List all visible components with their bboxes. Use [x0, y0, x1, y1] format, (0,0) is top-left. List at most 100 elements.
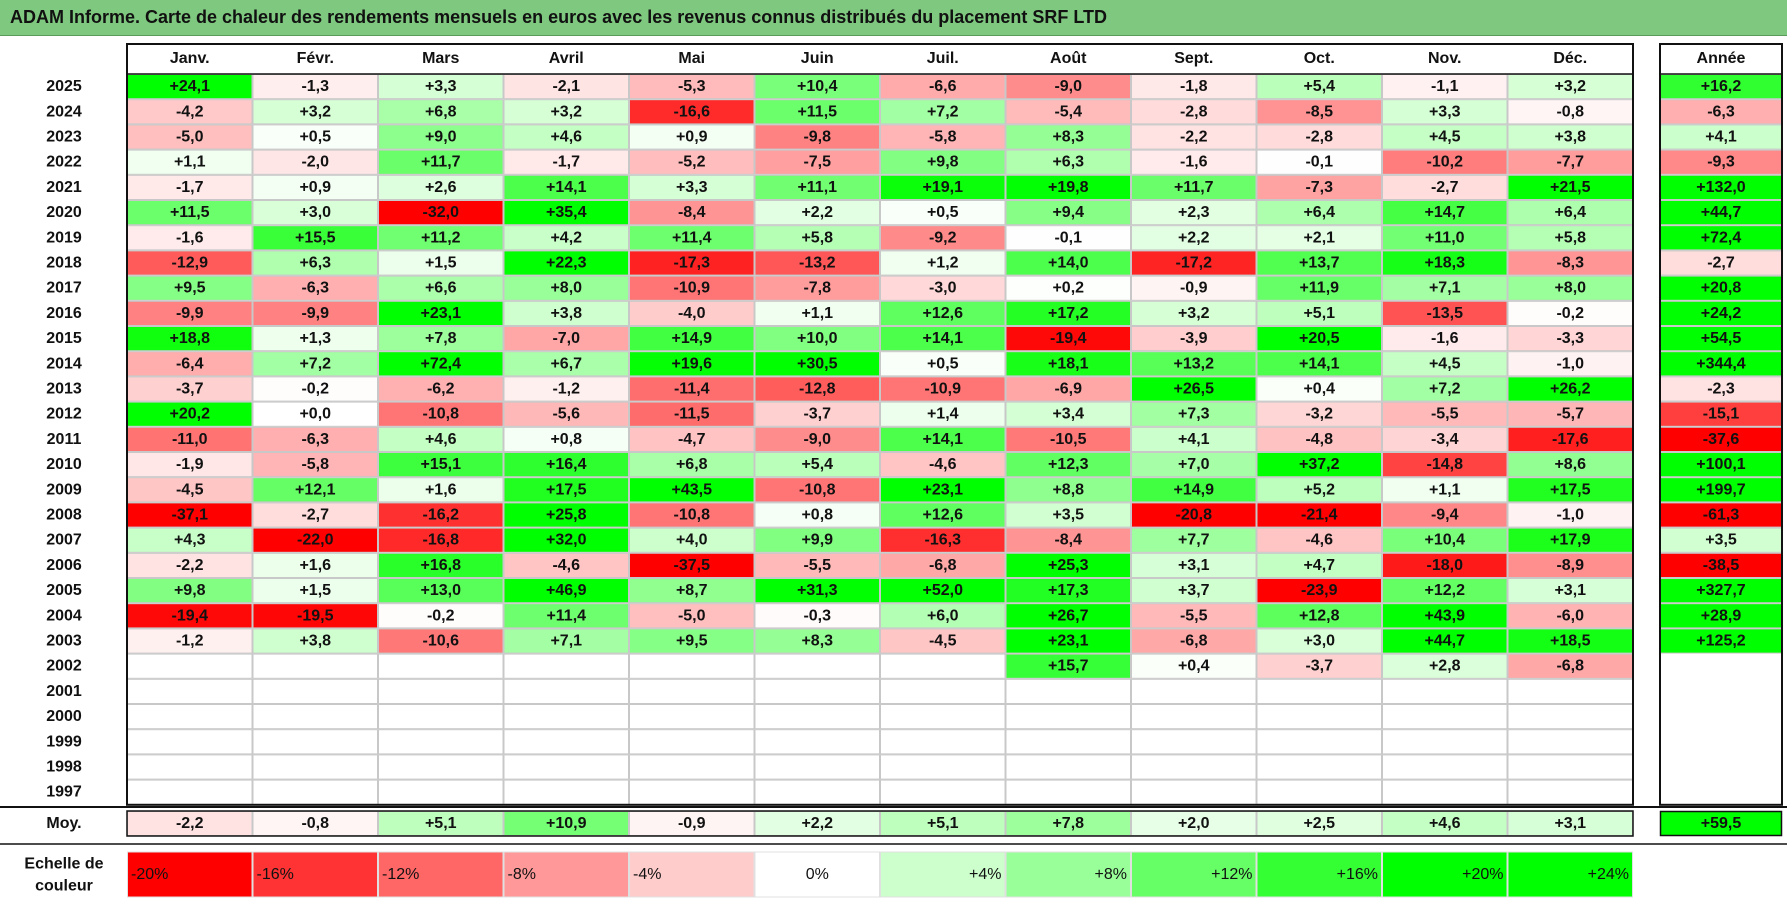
heatmap-cell [252, 200, 378, 226]
cell-value: +9,0 [425, 129, 457, 146]
cell-value: +12,8 [1299, 607, 1340, 624]
cell-value: +6,3 [299, 255, 331, 272]
cell-value: +5,4 [1303, 78, 1335, 95]
heatmap-cell [1382, 527, 1508, 553]
cell-value: -3,0 [929, 280, 957, 297]
scale-swatch [378, 851, 504, 898]
heatmap-cell [629, 628, 755, 654]
heatmap-cell [629, 426, 755, 452]
heatmap-cell [1131, 678, 1257, 704]
heatmap-cell [629, 779, 755, 805]
cell-value: +0,5 [299, 129, 331, 146]
heatmap-cell [503, 326, 629, 352]
cell-value: +8,7 [676, 582, 708, 599]
cell-value: +30,5 [797, 355, 838, 372]
cell-value: +4,0 [676, 532, 708, 549]
heatmap-cell [629, 678, 755, 704]
cell-value: -9,4 [1431, 507, 1459, 524]
cell-value: +0,9 [676, 129, 708, 146]
heatmap-cell [1005, 376, 1131, 402]
heatmap-cell [127, 426, 253, 452]
heatmap-cell [1131, 704, 1257, 730]
heatmap-cell [754, 754, 880, 780]
cell-value: -1,6 [1180, 154, 1208, 171]
annual-value: +3,5 [1705, 532, 1737, 549]
heatmap-cell [1256, 552, 1382, 578]
scale-value-label: -20% [131, 866, 168, 883]
heatmap-cell [378, 477, 504, 503]
year-label: 2011 [47, 431, 82, 448]
heatmap-cell [252, 351, 378, 377]
heatmap-cell [1507, 99, 1633, 125]
cell-value: +17,3 [1048, 582, 1089, 599]
heatmap-cell [127, 401, 253, 427]
cell-value: -1,8 [1180, 78, 1208, 95]
heatmap-cell [1256, 351, 1382, 377]
month-header: Janv. [170, 50, 210, 67]
year-label: 2000 [46, 708, 82, 725]
heatmap-cell [1382, 653, 1508, 679]
heatmap-cell [1507, 552, 1633, 578]
heatmap-cell [1005, 527, 1131, 553]
scale-label-line2: couleur [35, 878, 93, 895]
cell-value: -1,1 [1431, 78, 1459, 95]
scale-value-label: -12% [382, 866, 419, 883]
heatmap-cell [754, 603, 880, 629]
heatmap-cell [127, 578, 253, 604]
average-value: -2,2 [176, 815, 204, 832]
cell-value: +10,4 [797, 78, 838, 95]
cell-value: +46,9 [546, 582, 587, 599]
cell-value: +8,3 [1052, 129, 1084, 146]
heatmap-cell [378, 225, 504, 251]
heatmap-cell [754, 351, 880, 377]
annual-cell [1660, 275, 1782, 301]
heatmap-cell [880, 326, 1006, 352]
cell-value: -8,5 [1305, 103, 1333, 120]
cell-value: -5,0 [176, 129, 204, 146]
heatmap-cell [252, 704, 378, 730]
cell-value: -3,2 [1305, 406, 1333, 423]
heatmap-cell [754, 552, 880, 578]
heatmap-cell [754, 401, 880, 427]
cell-value: +35,4 [546, 204, 587, 221]
heatmap-cell [1256, 401, 1382, 427]
cell-value: +13,0 [421, 582, 462, 599]
heatmap-cell [1256, 74, 1382, 100]
cell-value: -4,5 [929, 633, 957, 650]
cell-value: -4,6 [1305, 532, 1333, 549]
average-value: -0,8 [301, 815, 329, 832]
cell-value: -5,8 [929, 129, 957, 146]
year-label: 2002 [46, 658, 82, 675]
cell-value: +0,8 [550, 431, 582, 448]
heatmap-cell [880, 99, 1006, 125]
month-header: Mai [678, 50, 705, 67]
heatmap-cell [503, 200, 629, 226]
cell-value: -37,1 [172, 507, 209, 524]
heatmap-cell [503, 603, 629, 629]
cell-value: +0,4 [1178, 658, 1210, 675]
heatmap-cell [754, 225, 880, 251]
scale-swatch [1382, 851, 1508, 898]
heatmap-cell [503, 149, 629, 175]
annual-cell [1660, 149, 1782, 175]
cell-value: -6,6 [929, 78, 957, 95]
cell-value: -10,8 [799, 481, 836, 498]
year-label: 2015 [46, 330, 82, 347]
heatmap-cell [252, 149, 378, 175]
cell-value: +0,4 [1303, 381, 1335, 398]
cell-value: -4,5 [176, 481, 204, 498]
cell-value: +0,5 [927, 355, 959, 372]
heatmap-cell [1005, 426, 1131, 452]
heatmap-cell [503, 578, 629, 604]
heatmap-cell [754, 678, 880, 704]
heatmap-cell [503, 552, 629, 578]
heatmap-cell [880, 628, 1006, 654]
heatmap-cell [880, 527, 1006, 553]
cell-value: -1,2 [552, 381, 580, 398]
heatmap-cell [252, 678, 378, 704]
heatmap-cell [1256, 477, 1382, 503]
cell-value: +8,0 [550, 280, 582, 297]
annual-value: +44,7 [1701, 204, 1742, 221]
cell-value: +14,0 [1048, 255, 1089, 272]
heatmap-cell [1382, 426, 1508, 452]
